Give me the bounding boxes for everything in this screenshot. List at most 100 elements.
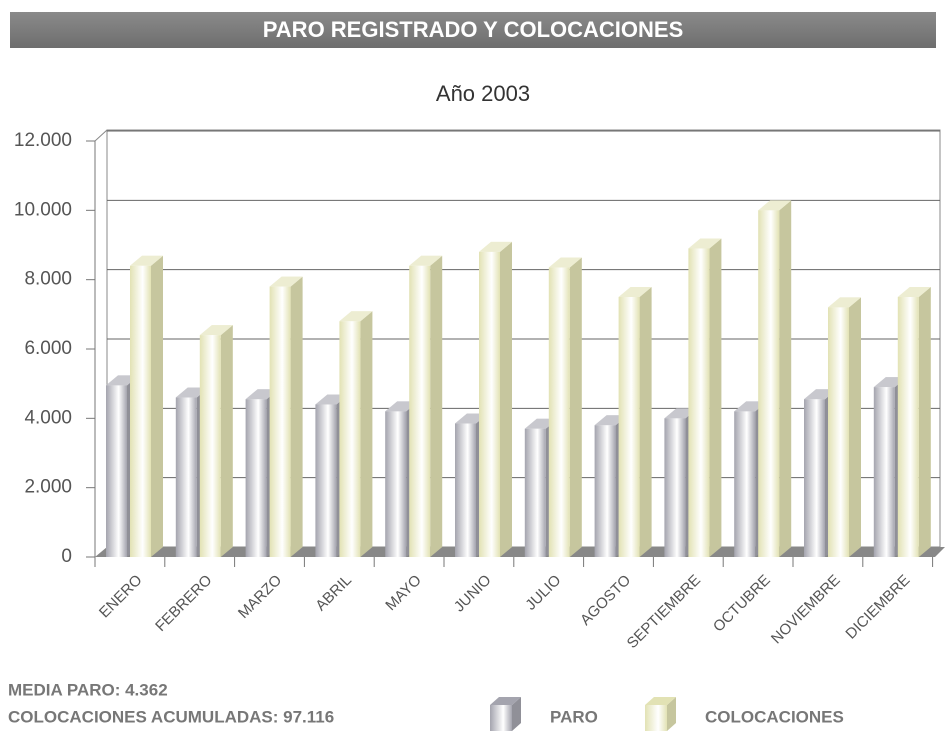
bar-side-shade [918,287,931,557]
bar-top [758,200,792,211]
bar-top [828,297,861,308]
bar [688,238,722,557]
bar-side [290,276,303,557]
bar-front [479,251,500,557]
bar-top [548,257,582,268]
x-tick-label: JULIO [522,572,564,614]
bar-side [430,255,443,558]
bar-front [734,411,756,557]
bar-side-shade [430,255,443,558]
bar-front [594,425,616,557]
bar-front [199,335,221,557]
bar-side [360,311,373,557]
bar [618,287,652,557]
bar-top [409,255,443,266]
bar-front [245,399,267,557]
bar-side [151,255,163,558]
x-tick-label: AGOSTO [577,572,634,629]
legend-side [512,697,521,731]
footer-line: COLOCACIONES ACUMULADAS: 97.116 [8,707,334,726]
bar [199,325,233,557]
bar-front [664,418,686,557]
bar-top-light [199,325,233,336]
bar-front [688,248,710,557]
y-tick-label: 8.000 [24,269,72,290]
bar [897,287,931,557]
legend-swatch [645,705,667,731]
bar-front [409,265,431,557]
bar-side-shade [290,276,303,557]
x-tick-label: DICIEMBRE [842,572,913,643]
bar [339,311,373,557]
bar-side-shade [151,255,163,558]
bar-top-light [339,311,373,322]
bar-front [106,385,127,557]
bar-side-shade [360,311,373,557]
legend-top [645,697,676,705]
y-tick-label: 2.000 [24,477,72,498]
bar-top [688,238,722,249]
bar-front [828,307,849,557]
bar-top [130,255,163,266]
bar-top-light [269,276,303,287]
bar-front [618,297,640,557]
bar [758,200,792,558]
bar [269,276,303,557]
bar-top-light [758,200,792,211]
legend-label: COLOCACIONES [705,707,844,726]
x-tick-label: JUNIO [451,572,495,616]
bar-top [339,311,373,322]
bar-top-light [479,241,512,252]
bar-side-shade [779,200,792,558]
bar-side [500,241,512,557]
bar [479,241,512,557]
bar-side [918,287,931,557]
x-tick-label: SEPTIEMBRE [624,572,704,652]
bar-side-shade [709,238,722,557]
bar [828,297,861,557]
x-tick-label: MAYO [382,572,424,614]
legend-swatch [490,705,512,731]
legend-shade [512,697,521,731]
bar-front [897,297,919,557]
bar-front [269,286,291,557]
bar-front [339,321,361,557]
x-tick-label: OCTUBRE [710,572,774,636]
bar-side [569,257,582,557]
bar-top [618,287,652,297]
bar-top [269,276,303,287]
bar-side [709,238,722,557]
legend-side [667,697,676,731]
footer-line: MEDIA PARO: 4.362 [8,680,168,699]
bar [548,257,582,557]
bar-top [897,287,931,297]
bar-side-shade [220,325,233,557]
bar-top-light [828,297,861,308]
bar-top-light [548,257,582,268]
x-tick-label: MARZO [235,572,285,622]
y-tick-label: 10.000 [14,199,72,220]
bar-side [639,287,652,557]
bar-side [779,200,792,558]
bar-top-light [897,287,931,297]
bar-side-shade [849,297,861,557]
bar-side-shade [639,287,652,557]
bar-front [385,411,407,557]
wall-edge [94,129,108,142]
bar-front [758,210,780,558]
y-tick-label: 6.000 [24,338,72,359]
bar-top-light [130,255,163,266]
legend-shade [667,697,676,731]
floor [95,547,945,557]
bar-front [175,397,197,557]
bar-side [220,325,233,557]
x-tick-label: ABRIL [312,572,355,615]
x-tick-label: ENERO [96,572,146,622]
bar-front [315,404,337,557]
bar-front [524,428,546,557]
bar-front [548,267,570,557]
legend-top [490,697,521,705]
bar-top [199,325,233,336]
bar-side [849,297,861,557]
